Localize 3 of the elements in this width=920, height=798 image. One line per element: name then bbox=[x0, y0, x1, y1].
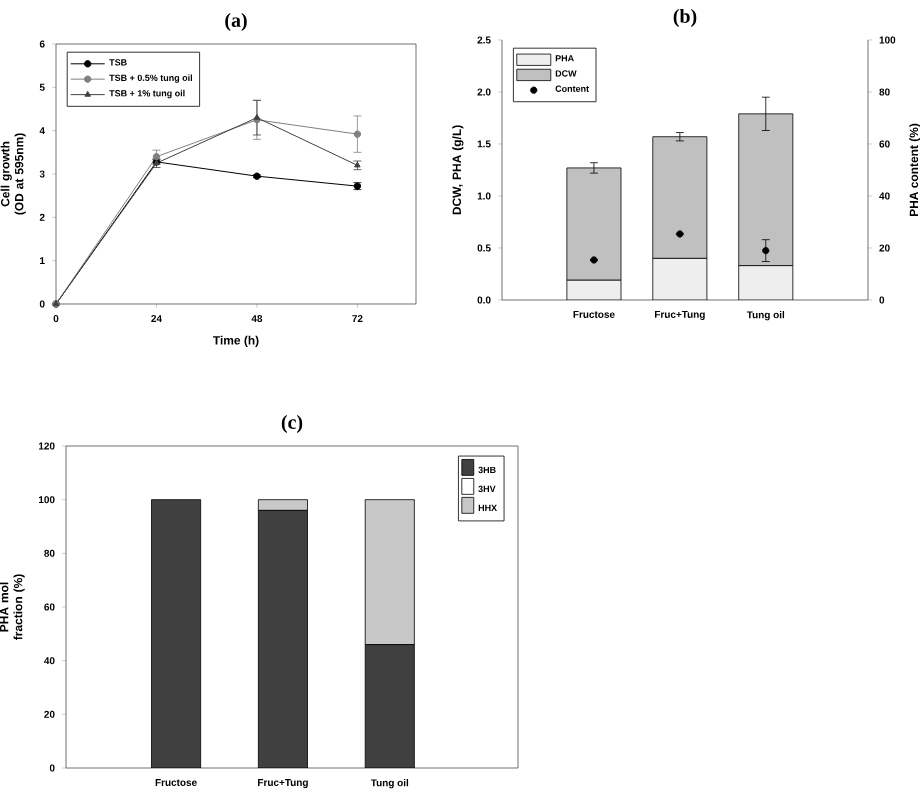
chart-title: (c) bbox=[281, 414, 303, 433]
chart-title: (a) bbox=[225, 12, 247, 31]
chart-title: (b) bbox=[673, 8, 697, 27]
